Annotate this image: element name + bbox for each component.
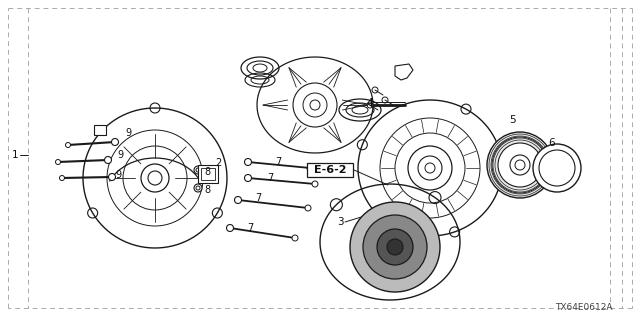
Circle shape [56,159,61,164]
Text: 9: 9 [115,170,121,180]
Circle shape [312,181,318,187]
Circle shape [227,225,234,231]
Text: 9: 9 [117,150,123,160]
Circle shape [109,173,115,180]
Circle shape [111,139,118,146]
Circle shape [202,170,208,176]
Text: 2: 2 [215,158,221,168]
Circle shape [104,156,111,164]
Circle shape [487,132,553,198]
Text: 7: 7 [275,157,281,167]
Circle shape [208,175,214,181]
Circle shape [96,126,104,134]
Circle shape [194,184,202,192]
Circle shape [60,175,65,180]
Circle shape [292,235,298,241]
Circle shape [244,158,252,165]
Text: 5: 5 [509,115,516,125]
Bar [94,125,106,135]
Text: 7: 7 [255,193,261,203]
Circle shape [234,196,241,204]
Text: 4: 4 [367,98,373,108]
Text: 8: 8 [204,167,210,177]
Circle shape [307,165,313,171]
Bar [198,165,218,183]
Bar [201,168,215,180]
Circle shape [65,142,70,148]
Circle shape [498,143,542,187]
Text: 8: 8 [204,185,210,195]
Text: 6: 6 [548,138,556,148]
Text: E-6-2: E-6-2 [314,165,346,175]
Text: TX64E0612A: TX64E0612A [556,303,613,312]
Circle shape [244,174,252,181]
Circle shape [533,144,581,192]
Circle shape [363,215,427,279]
Circle shape [387,239,403,255]
Bar [307,163,353,177]
Text: 7: 7 [267,173,273,183]
Text: 9: 9 [125,128,131,138]
Text: 7: 7 [247,223,253,233]
Circle shape [350,202,440,292]
Text: 1: 1 [12,150,19,160]
Circle shape [377,229,413,265]
Circle shape [194,166,202,174]
Text: 3: 3 [337,217,343,227]
Circle shape [305,205,311,211]
